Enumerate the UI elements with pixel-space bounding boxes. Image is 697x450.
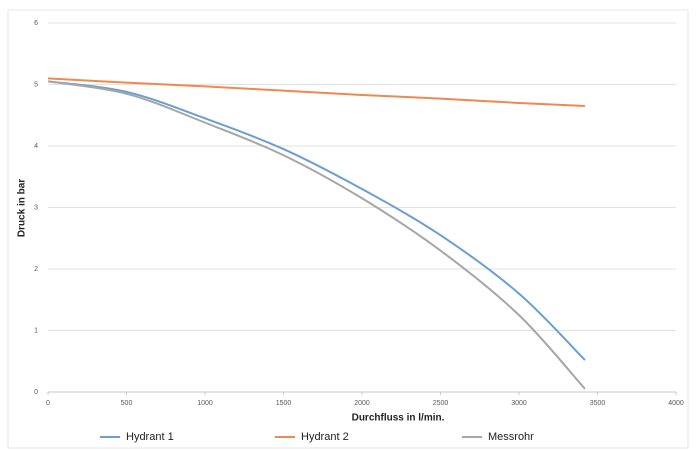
line <box>47 80 586 390</box>
legend-text: Messrohr <box>488 431 534 443</box>
x-tick-label: 4000 <box>668 400 684 407</box>
x-tick-label: 1000 <box>197 400 213 407</box>
y-tick-label: 3 <box>34 204 38 211</box>
x-tick-label: 2500 <box>433 400 449 407</box>
y-tick-label: 5 <box>34 81 38 88</box>
chart-frame <box>7 9 689 449</box>
y-axis-title: Druck in bar <box>17 179 28 237</box>
x-axis-title: Durchfluss in l/min. <box>352 413 445 424</box>
legend-text: Hydrant 2 <box>301 431 349 443</box>
y-tick-label: 2 <box>34 266 38 273</box>
x-tick-label: 3500 <box>590 400 606 407</box>
x-tick-label: 0 <box>46 400 50 407</box>
y-tick-label: 1 <box>34 327 38 334</box>
y-tick-label: 4 <box>34 143 38 150</box>
legend-text: Hydrant 1 <box>126 431 174 443</box>
x-tick-label: 500 <box>121 400 133 407</box>
y-tick-label: 0 <box>34 389 38 396</box>
line <box>47 77 585 108</box>
x-tick-label: 3000 <box>511 400 527 407</box>
y-tick-label: 6 <box>34 20 38 27</box>
line <box>47 80 586 361</box>
x-tick-label: 2000 <box>354 400 370 407</box>
x-tick-label: 1500 <box>276 400 292 407</box>
